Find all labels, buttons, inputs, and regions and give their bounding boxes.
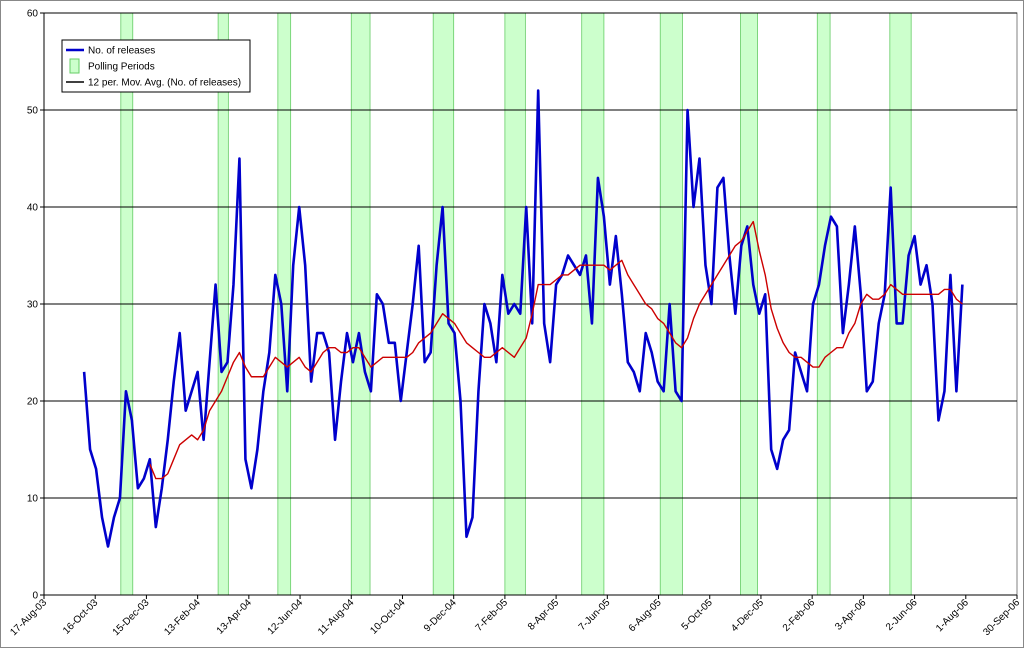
y-tick-label: 0	[32, 591, 38, 602]
legend-box	[61, 39, 251, 93]
legend-label: Polling Periods	[88, 62, 155, 73]
y-tick-label: 40	[27, 203, 39, 214]
y-tick-label: 50	[27, 106, 39, 117]
series-line	[149, 220, 963, 480]
legend-label: No. of releases	[88, 46, 155, 57]
y-tick-label: 60	[27, 9, 39, 20]
y-tick-label: 30	[27, 300, 39, 311]
legend-label: 12 per. Mov. Avg. (No. of releases)	[88, 78, 241, 89]
series-line	[82, 89, 964, 548]
y-tick-label: 10	[27, 494, 39, 505]
y-tick-label: 20	[27, 397, 39, 408]
legend-swatch	[69, 58, 80, 74]
